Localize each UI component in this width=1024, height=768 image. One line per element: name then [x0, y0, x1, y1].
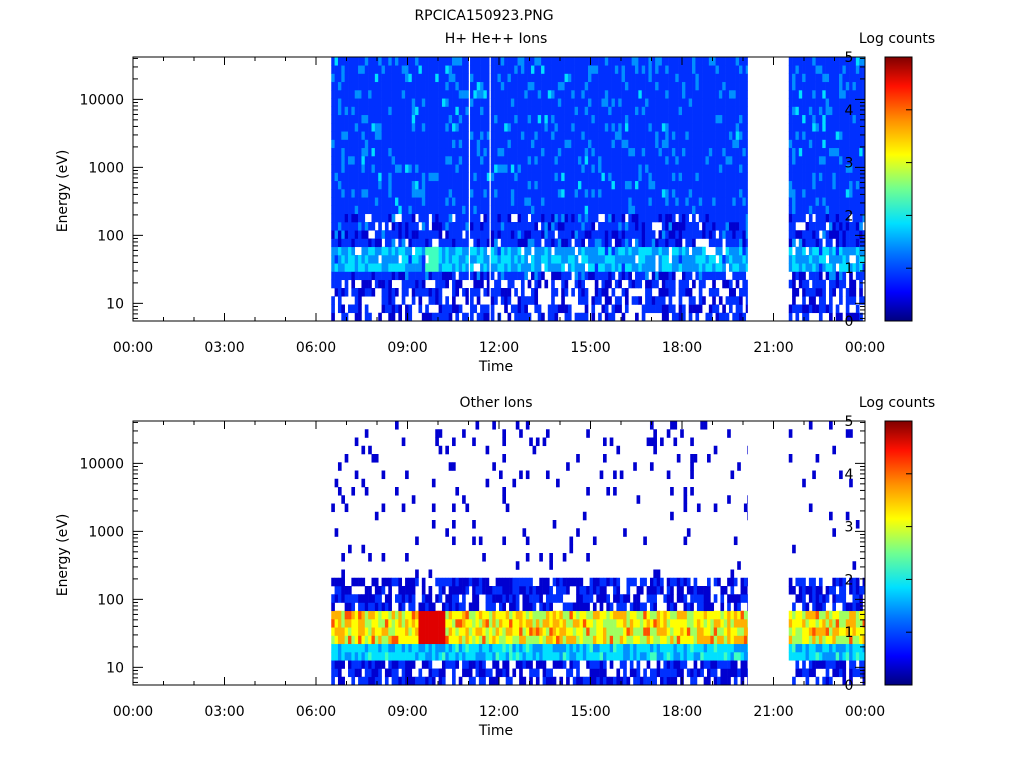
spectrogram-plot [331, 57, 866, 322]
y-axis: 10 100 1000 10000 [79, 421, 865, 683]
panel-title: H+ He++ Ions [445, 31, 548, 47]
x-tick-label: 21:00 [753, 704, 793, 720]
x-tick-label: 03:00 [204, 704, 244, 720]
y-axis-label: Energy (eV) [55, 150, 71, 233]
y-tick-label: 100 [97, 592, 124, 608]
colorbar-gradient [884, 56, 913, 322]
colorbar: 0 1 2 3 4 5 [845, 414, 913, 694]
x-tick-label: 12:00 [479, 340, 519, 356]
colorbar-tick-label: 3 [845, 520, 854, 536]
colorbar-tick-label: 4 [845, 467, 854, 483]
colorbar-tick-label: 2 [845, 208, 854, 224]
x-tick-label: 06:00 [296, 704, 336, 720]
y-tick-label: 1000 [88, 160, 124, 176]
x-tick-label: 21:00 [753, 340, 793, 356]
y-tick-label: 10 [106, 296, 124, 312]
y-tick-label: 10 [106, 660, 124, 676]
colorbar-label: Log counts [859, 395, 935, 411]
x-tick-label: 00:00 [845, 340, 885, 356]
x-tick-label: 15:00 [570, 704, 610, 720]
y-tick-label: 100 [97, 228, 124, 244]
x-axis-label: Time [478, 723, 513, 739]
x-tick-label: 00:00 [113, 704, 153, 720]
colorbar: 0 1 2 3 4 5 [845, 50, 913, 330]
x-tick-label: 09:00 [387, 340, 427, 356]
colorbar-tick-label: 2 [845, 572, 854, 588]
y-axis: 10 100 1000 10000 [79, 57, 865, 319]
y-tick-label: 10000 [79, 92, 124, 108]
figure-title: RPCICA150923.PNG [414, 8, 553, 24]
x-tick-label: 06:00 [296, 340, 336, 356]
colorbar-tick-label: 4 [845, 103, 854, 119]
colorbar-tick-label: 5 [845, 50, 854, 66]
colorbar-tick-label: 3 [845, 156, 854, 172]
colorbar-tick-label: 1 [845, 625, 854, 641]
x-tick-label: 18:00 [662, 704, 702, 720]
x-tick-label: 00:00 [845, 704, 885, 720]
colorbar-tick-label: 0 [845, 314, 854, 330]
panel-title: Other Ions [459, 395, 532, 411]
x-tick-label: 12:00 [479, 704, 519, 720]
colorbar-label: Log counts [859, 31, 935, 47]
x-tick-label: 03:00 [204, 340, 244, 356]
y-tick-label: 1000 [88, 524, 124, 540]
x-axis-label: Time [478, 359, 513, 375]
y-axis-label: Energy (eV) [55, 514, 71, 597]
panel-other-ions: Other Ions Log counts 00:00 03:00 06:00 09:… [55, 395, 935, 739]
colorbar-tick-label: 0 [845, 678, 854, 694]
x-tick-label: 09:00 [387, 704, 427, 720]
colorbar-tick-label: 1 [845, 261, 854, 277]
x-axis: 00:00 03:00 06:00 09:00 12:00 15:00 18:00 21:00… [113, 57, 885, 356]
x-tick-label: 18:00 [662, 340, 702, 356]
x-tick-label: 00:00 [113, 340, 153, 356]
y-tick-label: 10000 [79, 456, 124, 472]
panel-h-he-ions: H+ He++ Ions Log counts 00:00 03:00 06:00 0… [55, 31, 935, 375]
x-axis: 00:00 03:00 06:00 09:00 12:00 15:00 18:00 21:00… [113, 421, 885, 720]
colorbar-tick-label: 5 [845, 414, 854, 430]
spectrogram-plot [331, 421, 866, 686]
colorbar-gradient [884, 420, 913, 686]
x-tick-label: 15:00 [570, 340, 610, 356]
